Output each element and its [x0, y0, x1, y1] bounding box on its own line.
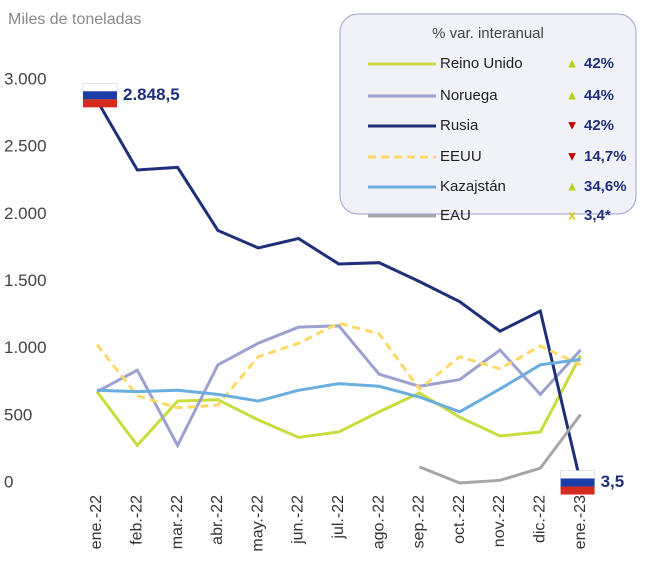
- legend-change-symbol: ▲: [566, 178, 579, 193]
- x-tick-label: ene.-22: [88, 495, 105, 549]
- x-tick-label: jul.-22: [330, 495, 347, 540]
- series-line: [95, 354, 582, 448]
- y-tick-label: 500: [4, 405, 32, 424]
- legend-change: 44%: [584, 87, 614, 104]
- series-line: [95, 99, 583, 483]
- legend-label: Rusia: [440, 117, 479, 134]
- legend-label: Kazajstán: [440, 178, 506, 195]
- legend-title: % var. interanual: [432, 25, 544, 42]
- legend-change: 3,4*: [584, 207, 611, 224]
- legend-change-symbol: ▲: [566, 87, 579, 102]
- series-line: [96, 324, 582, 449]
- flag-white: [560, 470, 595, 479]
- x-tick-label: abr.-22: [209, 495, 226, 545]
- x-tick-label: sep.-22: [411, 495, 428, 548]
- value-label: 2.848,5: [123, 85, 180, 104]
- flag-blue: [560, 478, 595, 487]
- series-line: [95, 321, 582, 410]
- x-tick-label: ago.-22: [370, 495, 387, 549]
- x-tick-label: dic.-22: [532, 495, 549, 543]
- flag-white: [82, 83, 118, 92]
- flag-icon: [560, 470, 595, 495]
- legend-label: Noruega: [440, 87, 498, 104]
- legend-change-symbol: ▲: [566, 55, 579, 70]
- x-tick-label: nov.-22: [491, 495, 508, 547]
- legend-change-symbol: x: [568, 207, 576, 222]
- legend-label: EAU: [440, 207, 471, 224]
- x-tick-label: oct.-22: [451, 495, 468, 544]
- flag-red: [560, 486, 595, 495]
- legend-change: 14,7%: [584, 148, 627, 165]
- y-axis-label: Miles de toneladas: [8, 11, 141, 28]
- y-tick-label: 0: [4, 472, 13, 491]
- series-line: [418, 413, 582, 485]
- legend-change-symbol: ▼: [566, 148, 579, 163]
- flag-red: [83, 99, 117, 108]
- value-label: 3,5: [601, 472, 625, 491]
- x-tick-label: may.-22: [249, 495, 266, 552]
- y-tick-label: 2.000: [4, 204, 47, 223]
- legend-label: Reino Unido: [440, 55, 523, 72]
- y-tick-label: 3.000: [4, 69, 47, 88]
- x-tick-label: ene.-23: [572, 495, 589, 549]
- x-tick-label: feb.-22: [129, 495, 146, 545]
- y-tick-label: 1.000: [4, 338, 47, 357]
- flag-icon: [82, 83, 118, 108]
- legend-change: 42%: [584, 117, 614, 134]
- legend-change: 42%: [584, 55, 614, 72]
- flag-blue: [83, 91, 117, 100]
- legend-label: EEUU: [440, 148, 482, 165]
- legend-change: 34,6%: [584, 178, 627, 195]
- x-tick-label: jun.-22: [290, 495, 307, 545]
- x-tick-label: mar.-22: [169, 495, 186, 549]
- y-tick-label: 2.500: [4, 137, 47, 156]
- legend-change-symbol: ▼: [566, 117, 579, 132]
- y-tick-label: 1.500: [4, 271, 47, 290]
- series-line: [96, 357, 581, 414]
